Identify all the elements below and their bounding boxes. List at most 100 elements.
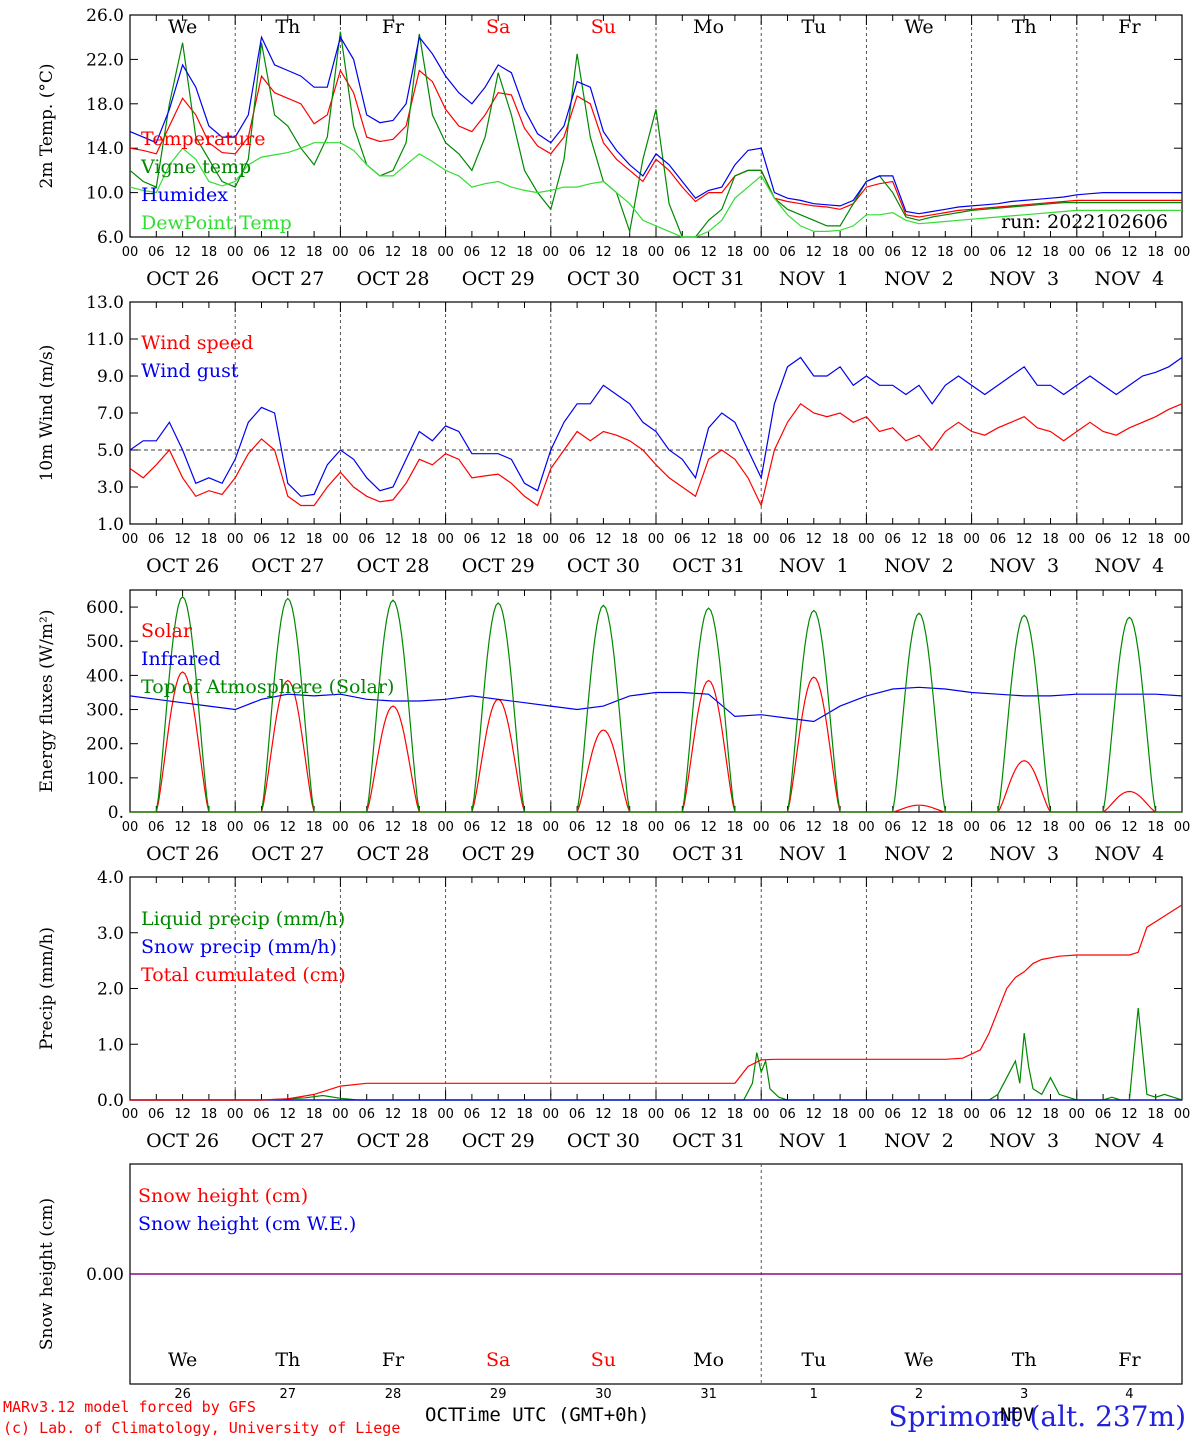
credit-line-2: (c) Lab. of Climatology, University of L… (3, 1419, 401, 1437)
hour-tick-label: 12 (174, 245, 191, 260)
hour-tick-label: 18 (1147, 245, 1164, 260)
hour-tick-label: 12 (174, 1107, 191, 1122)
date-label: NOV 1 (779, 555, 849, 577)
hour-tick-label: 12 (595, 532, 612, 547)
legend-entry: Infrared (141, 648, 221, 670)
date-label: OCT 30 (567, 555, 640, 577)
y-tick-label: 18.0 (86, 95, 124, 115)
hour-tick-label: 12 (911, 532, 928, 547)
y-tick-label: 1.0 (97, 1035, 124, 1055)
hour-tick-label: 06 (464, 532, 481, 547)
hour-tick-label: 18 (516, 1107, 533, 1122)
day-name-top: Fr (382, 16, 405, 38)
hour-tick-label: 06 (253, 1107, 270, 1122)
hour-tick-label: 00 (1174, 532, 1191, 547)
hour-tick-label: 12 (595, 1107, 612, 1122)
day-name-top: Fr (1118, 16, 1141, 38)
date-label: OCT 29 (462, 555, 535, 577)
hour-tick-label: 00 (437, 532, 454, 547)
hour-tick-label: 00 (858, 1107, 875, 1122)
hour-tick-label: 00 (1069, 820, 1086, 835)
hour-tick-label: 00 (543, 820, 560, 835)
y-tick-label: 6.0 (97, 228, 124, 248)
hour-tick-label: 06 (253, 532, 270, 547)
date-label: OCT 31 (672, 843, 745, 865)
hour-tick-label: 18 (1042, 1107, 1059, 1122)
x-title-text: Time UTC (GMT+0h) (455, 1404, 650, 1426)
hour-tick-label: 18 (516, 245, 533, 260)
y-axis-label: 2m Temp. (°C) (37, 63, 57, 188)
hour-tick-label: 12 (174, 532, 191, 547)
y-tick-label: 26.0 (86, 6, 124, 26)
hour-tick-label: 18 (727, 245, 744, 260)
hour-tick-label: 00 (227, 1107, 244, 1122)
hour-tick-label: 00 (1069, 532, 1086, 547)
month-left: OCT (425, 1404, 460, 1426)
y-tick-label: 2.0 (97, 980, 124, 1000)
hour-tick-label: 06 (464, 820, 481, 835)
series-line (130, 595, 1182, 813)
hour-tick-label: 12 (490, 1107, 507, 1122)
hour-tick-label: 00 (648, 532, 665, 547)
day-name-top: Sa (486, 16, 510, 38)
hour-tick-label: 18 (727, 532, 744, 547)
hour-tick-label: 00 (543, 532, 560, 547)
y-tick-label: 0. (108, 803, 124, 823)
legend-entry: Snow height (cm) (138, 1185, 308, 1207)
y-tick-label: 11.0 (86, 330, 124, 350)
y-tick-label: 22.0 (86, 50, 124, 70)
hour-tick-label: 12 (280, 1107, 297, 1122)
hour-tick-label: 06 (569, 532, 586, 547)
hour-tick-label: 06 (990, 245, 1007, 260)
hour-tick-label: 18 (516, 820, 533, 835)
date-label: NOV 1 (779, 843, 849, 865)
y-axis-label: Precip (mm/h) (37, 927, 57, 1050)
legend-entry: Humidex (141, 184, 228, 206)
series-line (129, 35, 1182, 215)
hour-tick-label: 00 (122, 245, 139, 260)
hour-tick-label: 12 (385, 820, 402, 835)
date-label: NOV 4 (1095, 1130, 1165, 1152)
legend-entry: Snow height (cm W.E.) (138, 1213, 356, 1235)
hour-tick-label: 00 (437, 820, 454, 835)
day-name-top: Tu (801, 16, 826, 38)
y-axis-label: Energy fluxes (W/m²) (37, 610, 57, 793)
legend-entry: Top of Atmosphere (Solar) (141, 676, 394, 698)
hour-tick-label: 00 (543, 1107, 560, 1122)
hour-tick-label: 06 (148, 820, 165, 835)
hour-tick-label: 12 (490, 532, 507, 547)
date-label: NOV 1 (779, 268, 849, 290)
date-label: OCT 30 (567, 268, 640, 290)
y-tick-label: 5.0 (97, 441, 124, 461)
hour-tick-label: 06 (358, 245, 375, 260)
hour-tick-label: 18 (1147, 1107, 1164, 1122)
date-label: OCT 26 (146, 268, 219, 290)
day-name-top: Mo (693, 16, 724, 38)
hour-tick-label: 18 (727, 1107, 744, 1122)
hour-tick-label: 00 (858, 820, 875, 835)
date-label: OCT 28 (356, 843, 429, 865)
hour-tick-label: 12 (806, 532, 823, 547)
hour-tick-label: 18 (306, 820, 323, 835)
day-name-top: We (904, 16, 933, 38)
day-number: 31 (700, 1387, 717, 1402)
hour-tick-label: 00 (1174, 820, 1191, 835)
date-label: OCT 28 (356, 1130, 429, 1152)
hour-tick-label: 12 (385, 245, 402, 260)
date-label: NOV 2 (884, 555, 954, 577)
hour-tick-label: 12 (1121, 820, 1138, 835)
hour-tick-label: 00 (1069, 245, 1086, 260)
hour-tick-label: 06 (358, 532, 375, 547)
hour-tick-label: 00 (858, 245, 875, 260)
hour-tick-label: 18 (1147, 532, 1164, 547)
hour-tick-label: 12 (280, 820, 297, 835)
day-number: 26 (174, 1387, 191, 1402)
hour-tick-label: 00 (858, 532, 875, 547)
date-label: OCT 27 (251, 555, 324, 577)
hour-tick-label: 06 (148, 245, 165, 260)
hour-tick-label: 00 (753, 1107, 770, 1122)
y-tick-label: 9.0 (97, 367, 124, 387)
hour-tick-label: 00 (332, 820, 349, 835)
hour-tick-label: 06 (464, 245, 481, 260)
